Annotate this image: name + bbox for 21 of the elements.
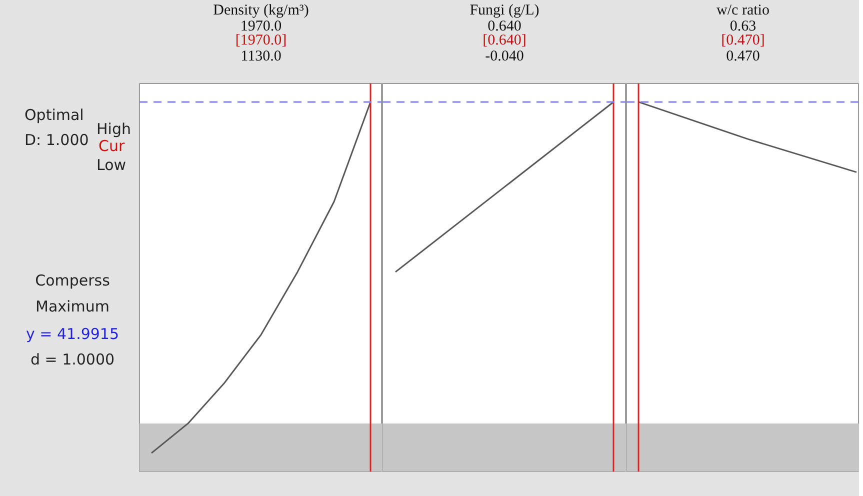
text: [1970.0] (235, 32, 287, 48)
text: y = 41.9915 (26, 324, 120, 343)
chart-title: Fungi (g/L) (470, 2, 540, 18)
text: 0.640 (488, 18, 522, 34)
text: 0.63 (730, 18, 756, 34)
text: D: 1.000 (24, 130, 89, 149)
text: Cur (98, 137, 126, 156)
text: [0.640] (482, 32, 526, 48)
text: d = 1.0000 (30, 350, 115, 369)
text: [0.470] (721, 32, 765, 48)
text: 1130.0 (240, 48, 282, 64)
text: Comperss (35, 272, 110, 290)
text: High (96, 120, 131, 138)
chart-title: w/c ratio (716, 2, 770, 18)
text: Low (96, 156, 126, 174)
text: Optimal (24, 106, 84, 124)
chart-title: Density (kg/m³) (213, 2, 309, 18)
text: Maximum (36, 297, 110, 316)
text: 0.470 (726, 48, 760, 64)
text: 1970.0 (240, 18, 282, 34)
text: -0.040 (485, 48, 524, 64)
